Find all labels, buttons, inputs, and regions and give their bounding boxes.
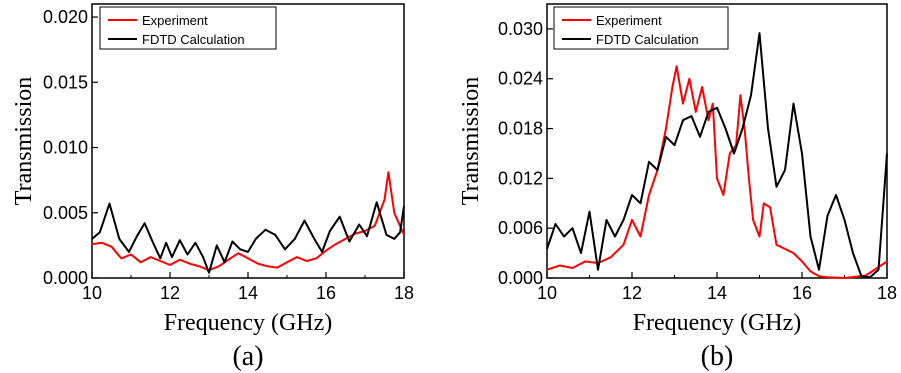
x-tick-label: 16 <box>792 283 812 303</box>
y-tick-label: 0.000 <box>498 268 543 288</box>
x-tick-label: 14 <box>707 283 727 303</box>
x-axis-label-b: Frequency (GHz) <box>633 310 802 336</box>
legend-label-experiment-b: Experiment <box>596 13 662 28</box>
y-ticks-b: 0.000 0.006 0.012 0.018 0.024 0.030 <box>498 19 553 288</box>
x-tick-label: 16 <box>316 283 336 303</box>
y-ticks-a: 0.000 0.005 0.010 0.015 0.020 <box>43 7 98 288</box>
x-tick-label: 10 <box>82 283 102 303</box>
legend-label-fdtd-a: FDTD Calculation <box>142 32 245 47</box>
y-tick-label: 0.006 <box>498 218 543 238</box>
x-ticks-b: 10 12 14 16 18 <box>537 272 897 303</box>
series-line-fdtd-calculation <box>546 32 888 279</box>
legend-label-fdtd-b: FDTD Calculation <box>596 32 699 47</box>
x-tick-label: 12 <box>160 283 180 303</box>
chart-panel-a: 0.000 0.005 0.010 0.015 0.020 10 12 14 16 18 Exp… <box>11 3 414 372</box>
legend-label-experiment-a: Experiment <box>142 13 208 28</box>
y-tick-label: 0.030 <box>498 19 543 39</box>
series-a <box>91 171 405 274</box>
y-tick-label: 0.005 <box>43 203 88 223</box>
panel-label-a: (a) <box>232 341 263 372</box>
y-tick-label: 0.015 <box>43 72 88 92</box>
x-tick-label: 18 <box>394 283 414 303</box>
y-axis-label-a: Transmission <box>11 77 37 205</box>
legend-box-b <box>553 6 729 50</box>
y-axis-label-b: Transmission <box>458 77 484 205</box>
x-axis-label-a: Frequency (GHz) <box>164 310 333 336</box>
x-tick-label: 12 <box>622 283 642 303</box>
y-tick-label: 0.010 <box>43 138 88 158</box>
legend-a: Experiment FDTD Calculation <box>99 6 277 50</box>
legend-b: Experiment FDTD Calculation <box>553 6 729 50</box>
y-tick-label: 0.012 <box>498 168 543 188</box>
y-tick-label: 0.018 <box>498 119 543 139</box>
x-tick-label: 14 <box>238 283 258 303</box>
y-tick-label: 0.000 <box>43 268 88 288</box>
x-tick-label: 10 <box>537 283 557 303</box>
series-line-fdtd-calculation <box>91 201 405 274</box>
x-tick-label: 18 <box>877 283 897 303</box>
y-tick-label: 0.020 <box>43 7 88 27</box>
y-tick-label: 0.024 <box>498 69 543 89</box>
x-ticks-a: 10 12 14 16 18 <box>82 272 414 303</box>
series-line-experiment <box>91 171 405 272</box>
series-b <box>546 32 888 279</box>
series-line-experiment <box>546 65 888 279</box>
panel-label-b: (b) <box>701 341 734 372</box>
legend-box-a <box>99 6 277 50</box>
